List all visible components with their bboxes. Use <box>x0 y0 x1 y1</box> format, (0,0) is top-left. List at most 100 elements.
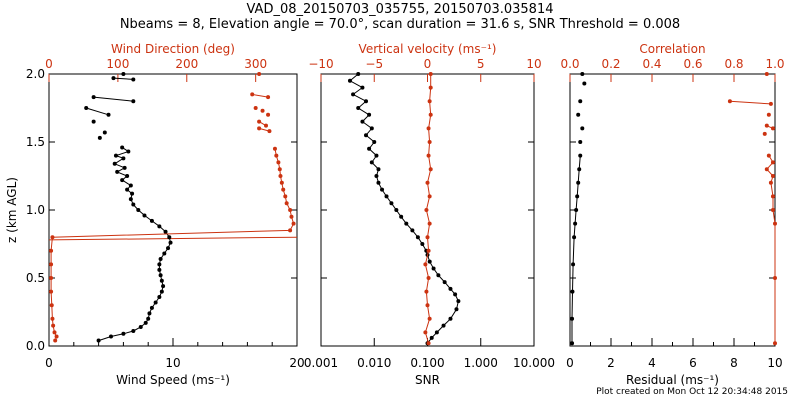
wind-series-0-point <box>136 208 141 212</box>
correlation-series-0-point <box>573 221 578 226</box>
chart-subtitle: Nbeams = 8, Elevation angle = 70.0°, sca… <box>119 17 681 32</box>
vertical-series-0-point <box>410 228 415 233</box>
wind-series-0-point <box>146 316 151 321</box>
wind-series-0-point <box>163 229 168 234</box>
vertical-series-0-point <box>360 119 365 124</box>
wind-series-1-point <box>288 208 293 212</box>
vertical-bottom-tick-label: 0.001 <box>304 356 338 370</box>
vertical-bottom-tick-label: 1.000 <box>464 356 498 370</box>
wind-top-tick-label: 200 <box>175 57 198 71</box>
vertical-series-0-point <box>367 112 372 117</box>
correlation-top-tick-label: 0.2 <box>601 57 620 71</box>
vertical-series-1-point <box>426 248 431 253</box>
correlation-series-0-point <box>574 208 579 212</box>
correlation-series-0-point <box>582 81 587 86</box>
vertical-series-0-point <box>399 214 404 219</box>
wind-series-1-point <box>291 221 296 226</box>
vertical-series-1-point <box>427 316 432 321</box>
wind-series-0-point <box>159 278 164 283</box>
wind-bottom-axis-title: Wind Speed (ms⁻¹) <box>116 373 230 387</box>
vertical-series-1-point <box>426 276 431 280</box>
wind-series-1-point <box>54 334 59 339</box>
correlation-series-0-point <box>570 341 575 346</box>
correlation-series-1-point <box>770 208 775 212</box>
y-tick-label: 0.0 <box>26 339 45 353</box>
wind-series-0-point <box>131 202 136 207</box>
wind-series-1-point <box>281 187 286 192</box>
vertical-series-0-point <box>364 99 369 104</box>
vertical-series-0-point <box>351 92 356 97</box>
vertical-series-0-point <box>448 316 453 321</box>
vertical-top-tick-label: 10 <box>526 57 541 71</box>
wind-series-0-point <box>111 76 116 81</box>
wind-series-0-point <box>121 72 126 76</box>
vertical-series-0-point <box>389 201 394 206</box>
correlation-series-1-point <box>770 126 775 131</box>
wind-series-1-point <box>49 276 54 280</box>
correlation-series-1-point <box>727 99 732 104</box>
vertical-series-1-point <box>428 72 433 76</box>
correlation-series-0-point <box>571 262 576 267</box>
correlation-series-1-point <box>766 112 771 117</box>
correlation-series-0-point <box>578 140 583 144</box>
wind-series-1-point <box>257 126 262 131</box>
vertical-series-0-point <box>360 85 365 90</box>
chart-title: VAD_08_20150703_035755, 20150703.035814 <box>246 2 554 17</box>
y-tick-label: 2.0 <box>26 67 45 81</box>
wind-series-0-point <box>96 338 101 343</box>
correlation-series-0-point <box>580 126 585 131</box>
wind-series-0-point <box>120 145 125 150</box>
wind-series-0-point <box>131 99 136 104</box>
correlation-series-1-point <box>773 221 777 226</box>
wind-series-0-point <box>126 149 131 154</box>
correlation-top-tick-label: 1.0 <box>765 57 784 71</box>
vertical-top-tick-label: 0 <box>424 57 432 71</box>
wind-series-0-point <box>147 311 152 316</box>
correlation-series-1-point <box>762 131 767 136</box>
wind-series-1-point <box>50 316 55 321</box>
wind-series-0-point <box>109 334 113 339</box>
vertical-series-0-point <box>441 323 446 328</box>
wind-series-1-point <box>260 108 265 113</box>
wind-series-1-point <box>49 289 54 294</box>
vertical-top-tick-label: 5 <box>477 57 485 71</box>
vertical-series-0-point <box>453 292 458 297</box>
wind-top-tick-label: 100 <box>106 57 129 71</box>
wind-series-0-point <box>131 77 136 82</box>
vertical-series-0-point <box>380 187 385 192</box>
correlation-series-0-point <box>580 72 585 76</box>
wind-series-0-point <box>121 156 126 161</box>
wind-series-0-point <box>161 284 166 289</box>
vertical-top-tick-label: −5 <box>365 57 383 71</box>
vertical-series-0-point <box>367 146 372 151</box>
vertical-series-0-point <box>356 106 361 110</box>
vertical-series-0-point <box>429 335 434 340</box>
vertical-series-0-point <box>431 266 436 271</box>
wind-series-0-line <box>113 77 134 80</box>
wind-series-1-point <box>49 262 54 267</box>
wind-reference-line <box>48 236 298 241</box>
wind-series-0-point <box>157 295 162 300</box>
vertical-series-0-point <box>372 140 377 144</box>
vertical-series-1-point <box>427 221 432 226</box>
vertical-series-1-point <box>426 153 431 158</box>
correlation-series-1-point <box>770 174 775 178</box>
correlation-top-tick-label: 0.8 <box>724 57 743 71</box>
wind-series-0-point <box>130 191 135 196</box>
wind-series-0-point <box>91 95 96 100</box>
correlation-series-1-point <box>766 153 771 158</box>
vertical-series-1-point <box>426 126 431 131</box>
vertical-series-0-point <box>442 280 447 285</box>
wind-series-1-point <box>277 167 282 172</box>
wind-series-0-line <box>86 107 109 116</box>
wind-series-1-point <box>50 235 55 240</box>
correlation-series-0-point <box>572 235 577 240</box>
correlation-series-1-point <box>773 341 777 346</box>
wind-series-0-point <box>120 178 125 183</box>
correlation-series-0-point <box>570 289 575 294</box>
wind-series-1-point <box>49 303 54 308</box>
correlation-series-0-point <box>577 167 582 172</box>
correlation-series-1-point <box>768 101 773 106</box>
correlation-top-tick-label: 0.0 <box>560 57 579 71</box>
